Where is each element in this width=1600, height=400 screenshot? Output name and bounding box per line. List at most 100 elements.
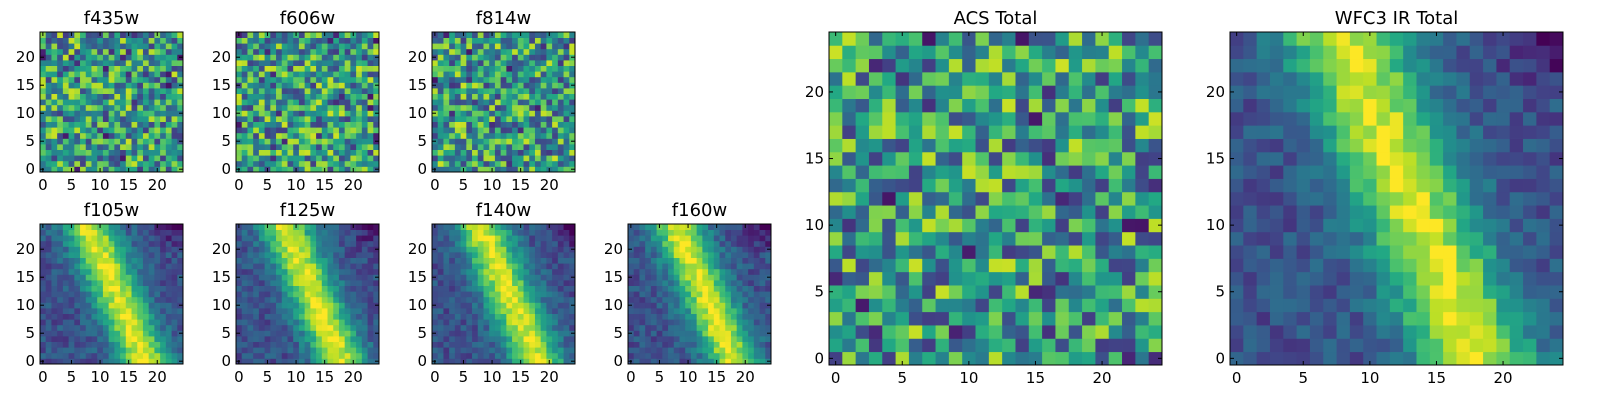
heatmap-cell bbox=[338, 274, 346, 281]
heatmap-cell bbox=[713, 268, 720, 275]
heatmap-cell bbox=[540, 155, 547, 162]
heatmap-cell bbox=[546, 246, 553, 253]
heatmap-cell bbox=[443, 37, 450, 44]
heatmap-cell bbox=[569, 60, 576, 66]
heatmap-cell bbox=[91, 229, 98, 236]
heatmap-cell bbox=[327, 71, 334, 78]
heatmap-cell bbox=[443, 116, 450, 122]
x-tick-label: 10 bbox=[287, 176, 306, 194]
heatmap-cell bbox=[338, 319, 346, 326]
heatmap-cell bbox=[258, 88, 265, 94]
heatmap-cell bbox=[494, 246, 502, 253]
heatmap-cell bbox=[633, 296, 640, 303]
heatmap-cell bbox=[327, 43, 334, 50]
heatmap-cell bbox=[177, 76, 184, 83]
heatmap-cell bbox=[68, 43, 75, 50]
heatmap-cell bbox=[725, 229, 732, 236]
heatmap-cell bbox=[298, 121, 306, 128]
heatmap-cell bbox=[154, 347, 161, 354]
heatmap-cell bbox=[91, 160, 98, 167]
heatmap-cell bbox=[719, 347, 726, 354]
heatmap-cell bbox=[489, 110, 496, 117]
heatmap-cell bbox=[142, 302, 150, 309]
heatmap-cell bbox=[361, 274, 368, 281]
heatmap-cell bbox=[432, 240, 439, 247]
heatmap-cell bbox=[506, 60, 513, 66]
heatmap-cell bbox=[639, 268, 646, 275]
heatmap-cell bbox=[633, 319, 640, 326]
heatmap-cell bbox=[373, 240, 380, 247]
heatmap-cell bbox=[131, 43, 138, 50]
heatmap-cell bbox=[730, 274, 738, 281]
heatmap-cell bbox=[988, 218, 1003, 233]
heatmap-cell bbox=[523, 48, 530, 55]
heatmap-cell bbox=[85, 324, 92, 331]
heatmap-cell bbox=[557, 336, 564, 342]
heatmap-cell bbox=[344, 240, 351, 247]
heatmap-cell bbox=[177, 93, 184, 100]
heatmap-cell bbox=[557, 155, 564, 162]
heatmap-cell bbox=[74, 99, 81, 106]
heatmap-cell bbox=[108, 319, 115, 326]
heatmap-cell bbox=[142, 352, 150, 359]
heatmap-cell bbox=[40, 240, 47, 247]
heatmap-cell bbox=[500, 224, 507, 230]
heatmap-cell bbox=[293, 285, 300, 292]
heatmap-cell bbox=[373, 280, 380, 286]
heatmap-cell bbox=[350, 341, 357, 348]
heatmap-cell bbox=[702, 324, 709, 331]
heatmap-cell bbox=[276, 285, 283, 292]
heatmap-cell bbox=[628, 268, 635, 275]
heatmap-cell bbox=[338, 291, 346, 298]
heatmap-cell bbox=[293, 280, 300, 286]
heatmap-cell bbox=[97, 302, 104, 309]
heatmap-cell bbox=[460, 246, 467, 253]
heatmap-cell bbox=[321, 246, 328, 253]
heatmap-cell bbox=[333, 149, 340, 156]
heatmap-cell bbox=[137, 280, 144, 286]
heatmap-cell bbox=[120, 160, 127, 167]
heatmap-cell bbox=[137, 155, 144, 162]
heatmap-cell bbox=[477, 302, 484, 309]
heatmap-cell bbox=[160, 116, 167, 122]
heatmap-cell bbox=[569, 37, 576, 44]
heatmap-cell bbox=[356, 48, 363, 55]
heatmap-cell bbox=[639, 296, 646, 303]
heatmap-cell bbox=[719, 296, 726, 303]
heatmap-cell bbox=[563, 347, 570, 354]
heatmap-cell bbox=[293, 43, 300, 50]
heatmap-cell bbox=[557, 285, 564, 292]
heatmap-cell bbox=[287, 240, 294, 247]
heatmap-cell bbox=[85, 268, 92, 275]
heatmap-cell bbox=[449, 268, 456, 275]
heatmap-cell bbox=[719, 285, 726, 292]
heatmap-cell bbox=[656, 280, 663, 286]
heatmap-cell bbox=[270, 302, 277, 309]
heatmap-cell bbox=[177, 132, 184, 139]
heatmap-cell bbox=[97, 104, 104, 111]
heatmap-cell bbox=[668, 313, 675, 320]
heatmap-cell bbox=[114, 60, 121, 66]
heatmap-cell bbox=[321, 71, 328, 78]
heatmap-cell bbox=[540, 149, 547, 156]
heatmap-cell bbox=[494, 347, 502, 354]
heatmap-cell bbox=[80, 313, 87, 320]
heatmap-cell bbox=[293, 54, 300, 61]
heatmap-cell bbox=[449, 336, 456, 342]
heatmap-cell bbox=[333, 65, 340, 72]
heatmap-cell bbox=[432, 341, 439, 348]
heatmap-cell bbox=[131, 71, 138, 78]
heatmap-cell bbox=[356, 296, 363, 303]
heatmap-cell bbox=[102, 99, 110, 106]
heatmap-cell bbox=[361, 308, 368, 314]
heatmap-cell bbox=[742, 319, 749, 326]
heatmap-cell bbox=[1055, 205, 1070, 219]
heatmap-cell bbox=[443, 144, 450, 150]
heatmap-cell bbox=[102, 155, 110, 162]
heatmap-cell bbox=[125, 127, 132, 134]
heatmap-cell bbox=[1148, 271, 1163, 286]
heatmap-cell bbox=[137, 274, 144, 281]
heatmap-cell bbox=[517, 71, 524, 78]
heatmap-cell bbox=[293, 352, 300, 359]
heatmap-cell bbox=[449, 116, 456, 122]
